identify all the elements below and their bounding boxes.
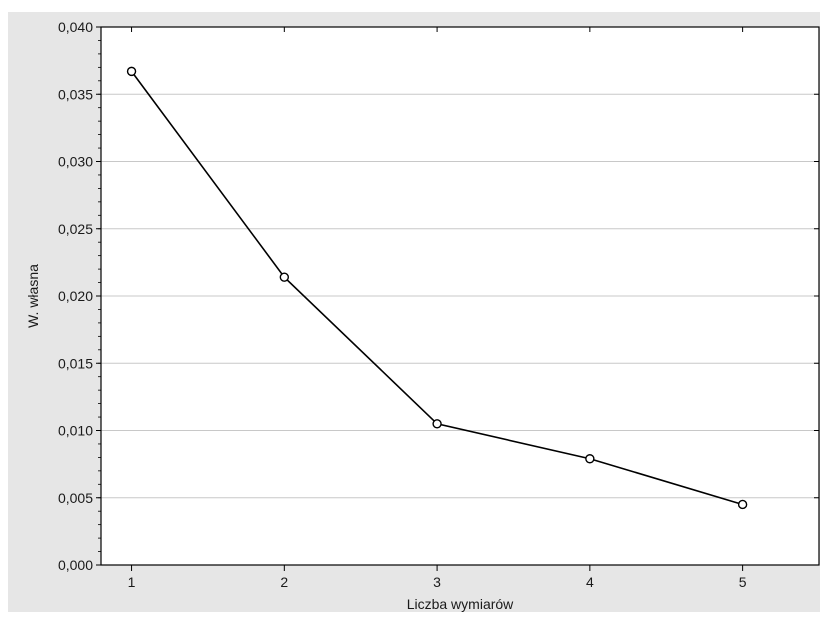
x-tick-label: 4: [586, 574, 594, 590]
x-tick-label: 5: [739, 574, 747, 590]
y-axis-title: W. własna: [25, 264, 41, 328]
y-tick-label: 0,000: [58, 557, 93, 573]
data-point: [126, 66, 137, 77]
data-point: [737, 499, 748, 510]
y-tick-label: 0,030: [58, 154, 93, 170]
x-axis-title: Liczba wymiarów: [407, 596, 514, 612]
data-point: [585, 454, 595, 464]
x-tick-label: 2: [280, 574, 288, 590]
gridlines: [101, 93, 819, 499]
y-axis: 0,000 0,005 0,010 0,015 0,020 0,025 0,030 0,035…: [58, 19, 819, 573]
y-tick-label: 0,035: [58, 86, 93, 102]
series: [126, 66, 748, 510]
x-axis: 1 2 3 4 5: [128, 27, 747, 590]
y-tick-label: 0,040: [58, 19, 93, 35]
data-point: [279, 272, 290, 282]
y-tick-label: 0,015: [58, 355, 93, 371]
x-tick-label: 1: [128, 574, 136, 590]
y-tick-label: 0,010: [58, 423, 93, 439]
x-tick-label: 3: [433, 574, 441, 590]
data-point: [432, 419, 442, 429]
y-tick-label: 0,020: [58, 288, 93, 304]
y-tick-label: 0,025: [58, 221, 93, 237]
y-tick-label: 0,005: [58, 490, 93, 506]
